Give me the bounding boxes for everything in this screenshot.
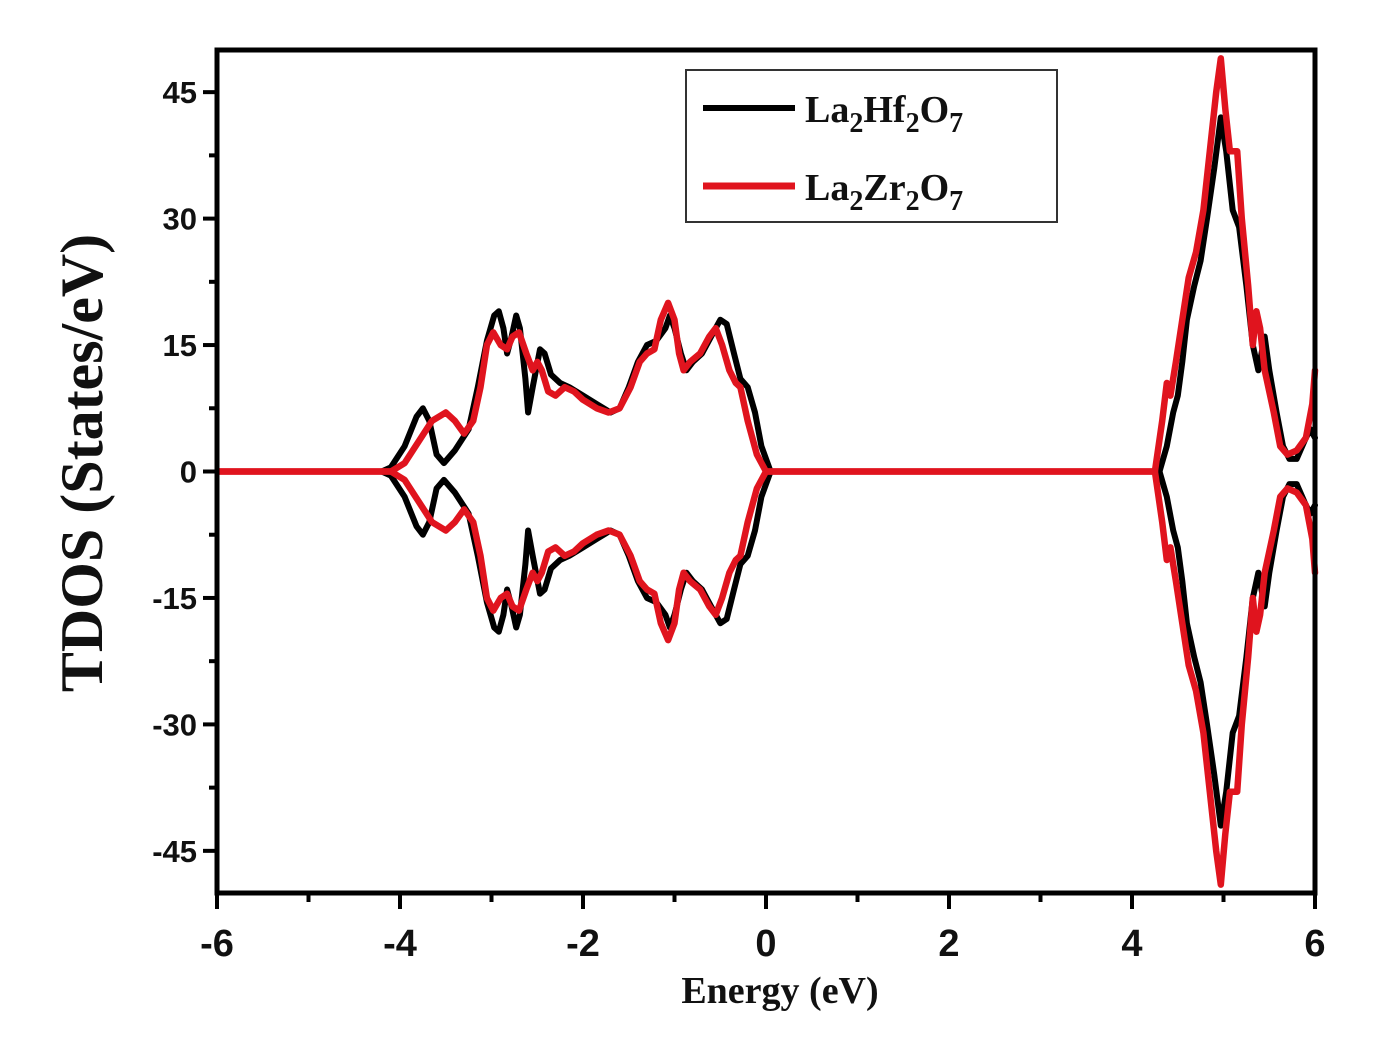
y-axis-ticks: 45 30 15 0 -15 -30 -45 [152, 75, 217, 869]
x-tick-label: -2 [566, 923, 600, 965]
legend-label-la2zr2o7: La2Zr2O7 [805, 167, 963, 217]
curve-la2zr2o7-spin-down [213, 468, 1319, 888]
curve-la2zr2o7-spin-up [213, 55, 1319, 475]
x-tick-label: 2 [938, 923, 959, 965]
y-tick-label: 45 [163, 75, 197, 110]
legend: La2Hf2O7 La2Zr2O7 [685, 69, 1058, 223]
y-tick-label: -15 [152, 581, 197, 616]
x-tick-label: -6 [200, 923, 234, 965]
legend-box [685, 69, 1058, 223]
x-tick-label: 4 [1121, 923, 1142, 965]
y-axis-title: TDOS (States/eV) [49, 234, 115, 692]
y-tick-label: 0 [180, 455, 197, 490]
x-axis-title: Energy (eV) [681, 970, 878, 1012]
x-tick-label: 6 [1304, 923, 1325, 965]
y-tick-label: 15 [163, 328, 197, 363]
x-tick-label: 0 [755, 923, 776, 965]
legend-label-la2hf2o7: La2Hf2O7 [805, 89, 963, 139]
y-tick-label: 30 [163, 202, 197, 237]
x-axis-ticks: -6 -4 -2 0 2 4 6 [200, 893, 1326, 965]
plot-curves [213, 55, 1319, 888]
y-tick-label: -30 [152, 707, 197, 742]
x-tick-label: -4 [383, 923, 417, 965]
y-tick-label: -45 [152, 834, 197, 869]
curve-la2hf2o7-spin-down [214, 468, 1318, 829]
